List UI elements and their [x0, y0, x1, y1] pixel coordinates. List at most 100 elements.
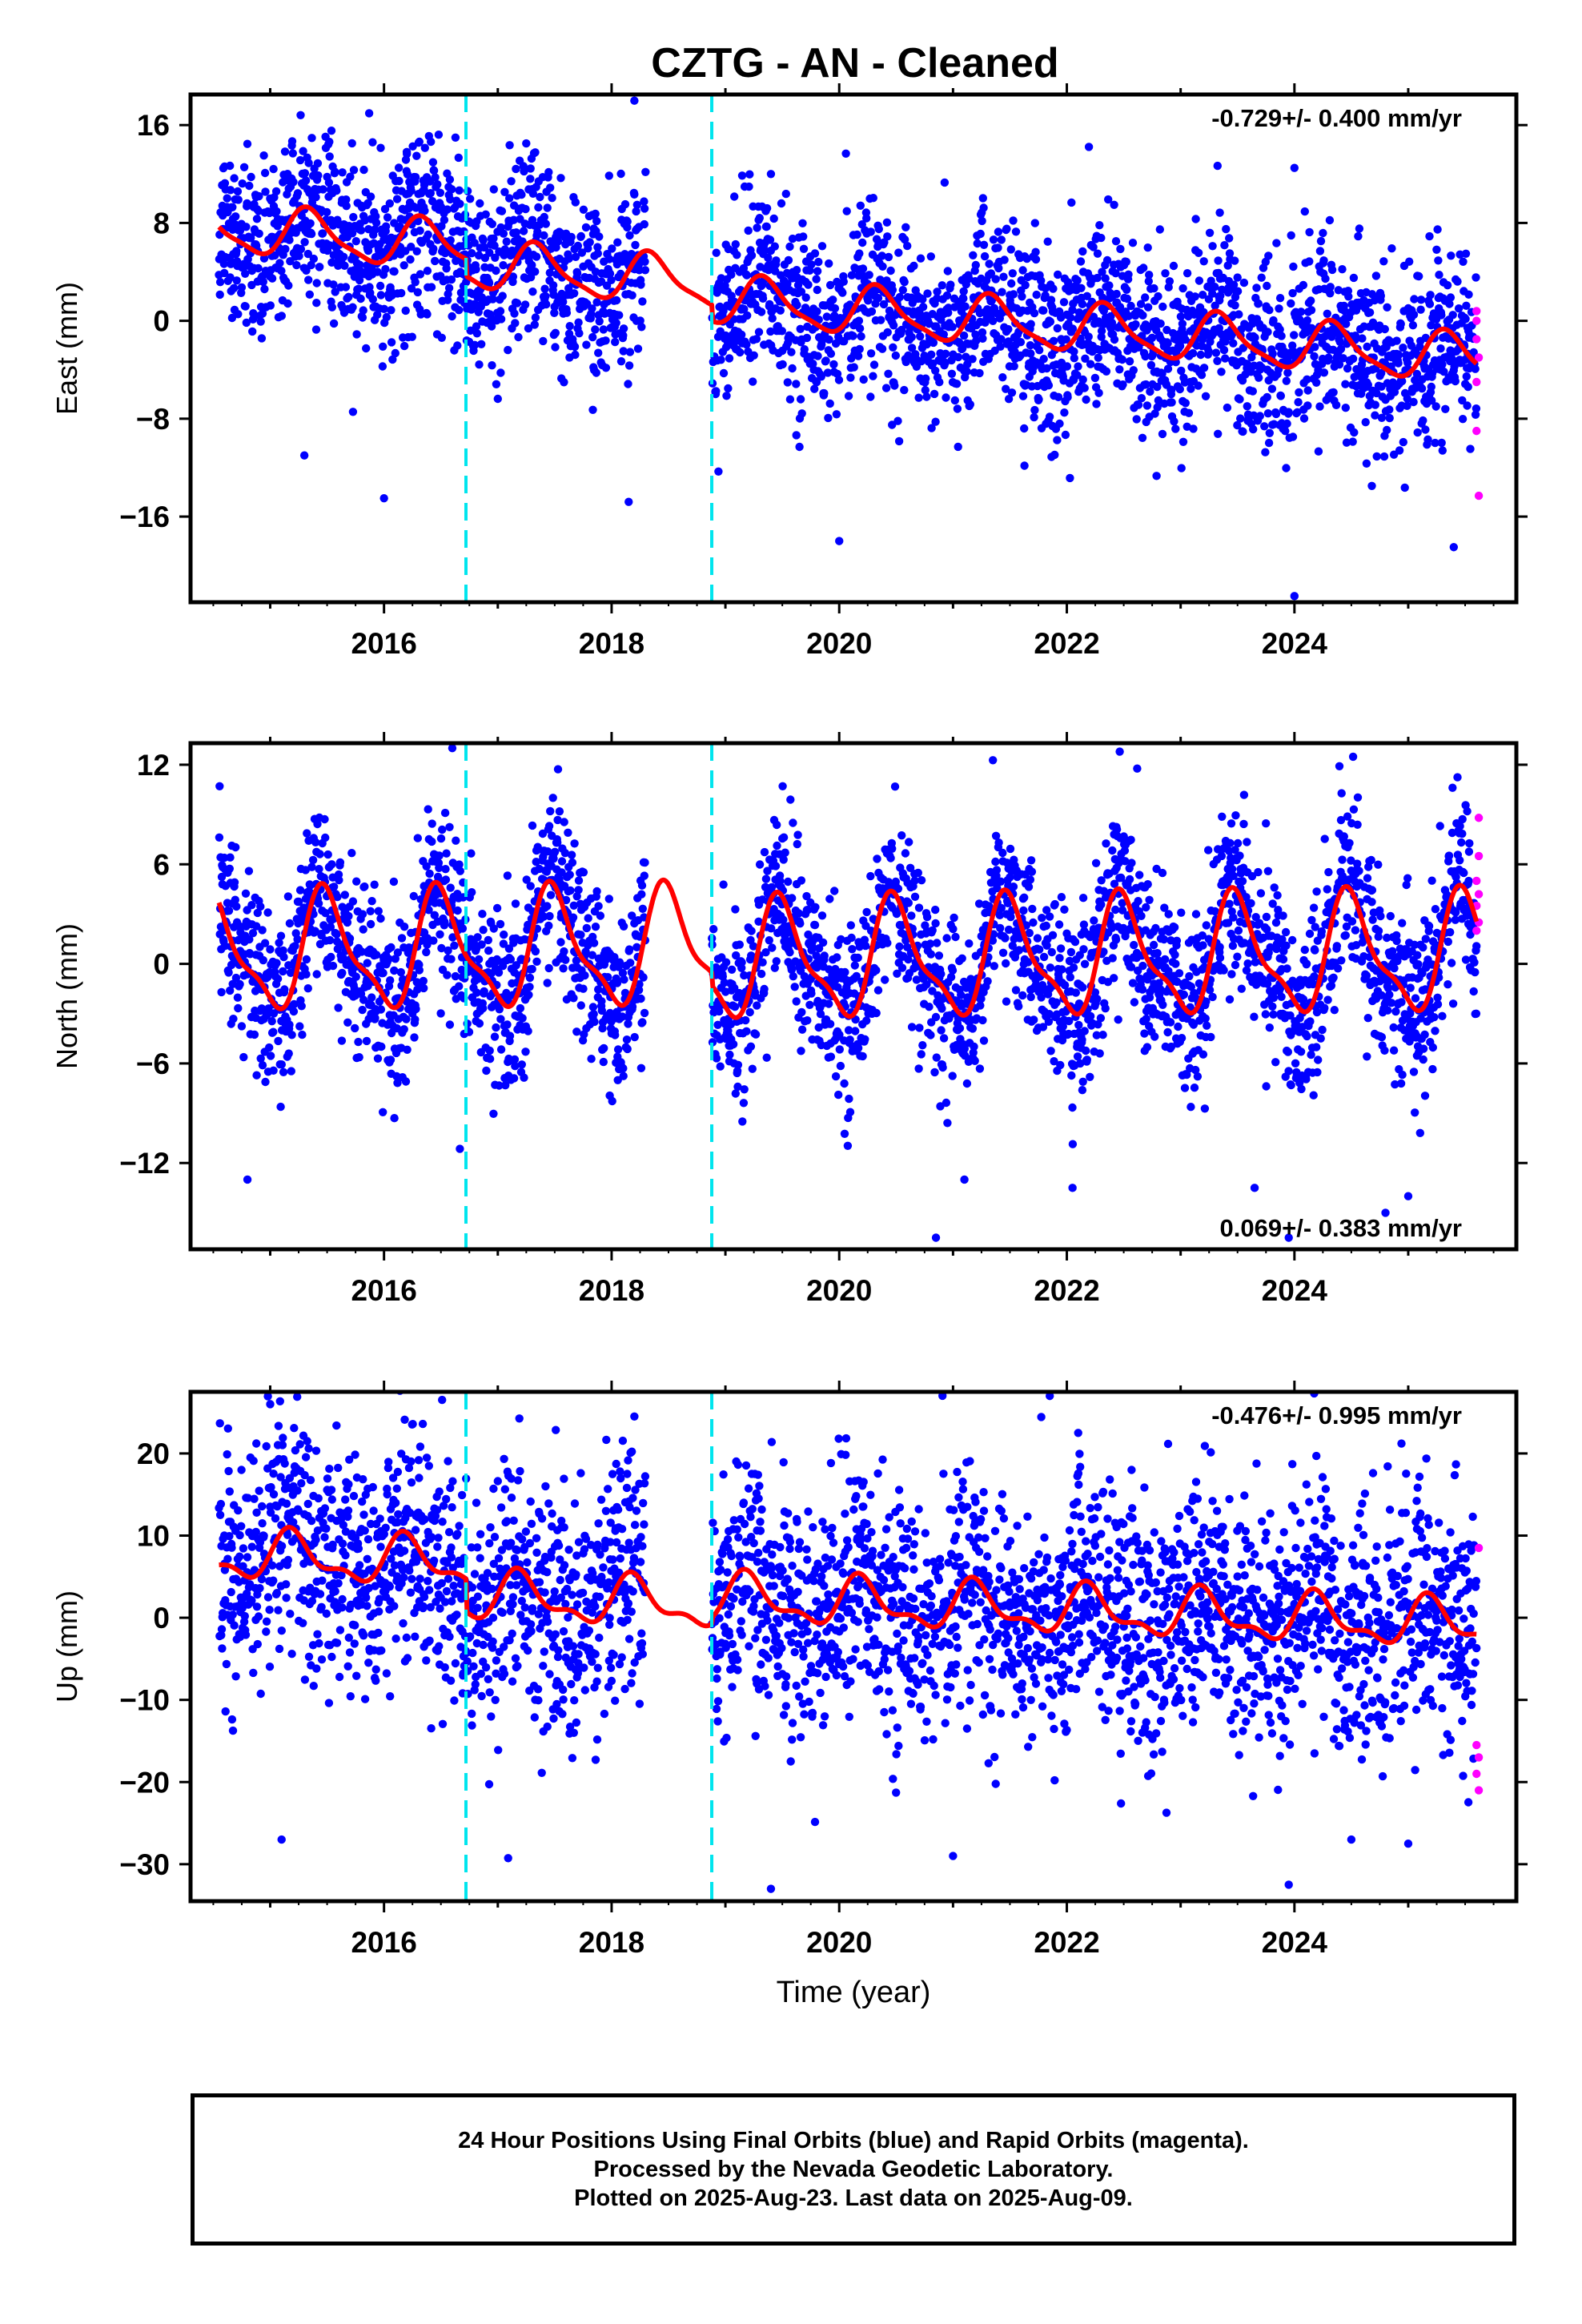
data-point	[293, 189, 303, 198]
data-point	[348, 897, 358, 906]
data-point	[564, 254, 573, 263]
data-point	[411, 1015, 420, 1024]
data-point	[468, 249, 476, 258]
data-point	[1213, 356, 1222, 365]
data-point	[640, 266, 650, 275]
data-point	[215, 290, 224, 300]
data-point	[304, 159, 313, 167]
data-point	[592, 216, 601, 226]
data-point	[522, 139, 531, 148]
data-point	[626, 959, 635, 967]
data-point	[812, 275, 821, 283]
data-point	[230, 878, 239, 887]
data-point	[327, 860, 336, 869]
data-point	[1344, 292, 1353, 301]
data-point	[255, 229, 263, 238]
data-point	[1261, 448, 1270, 456]
data-point	[613, 238, 622, 247]
data-point	[256, 317, 265, 326]
data-point	[799, 232, 808, 241]
data-point	[999, 272, 1008, 281]
data-point	[838, 288, 847, 297]
data-point	[318, 229, 327, 238]
data-point	[1112, 289, 1121, 299]
data-point	[582, 923, 591, 933]
data-point	[824, 413, 833, 423]
data-point	[745, 170, 754, 179]
data-point	[374, 907, 383, 915]
data-point	[895, 942, 904, 951]
data-point	[248, 327, 257, 336]
data-point	[325, 152, 334, 161]
data-point	[847, 933, 856, 943]
data-point	[1138, 433, 1147, 442]
data-point	[897, 831, 906, 840]
data-point	[359, 306, 367, 315]
data-point	[1026, 341, 1035, 350]
data-point	[793, 830, 802, 839]
data-point	[520, 1073, 528, 1082]
data-point	[1146, 360, 1156, 370]
data-point	[1263, 409, 1273, 418]
data-point	[961, 302, 970, 311]
data-point	[1354, 231, 1363, 241]
data-point	[1294, 398, 1303, 407]
data-point	[1115, 365, 1124, 374]
data-point	[1233, 420, 1242, 430]
data-point	[900, 277, 909, 287]
data-point	[512, 164, 520, 174]
data-point	[917, 876, 926, 885]
data-point	[456, 866, 464, 875]
data-point	[356, 294, 365, 304]
data-point	[918, 1041, 927, 1050]
data-point	[327, 258, 336, 267]
data-point	[771, 862, 781, 870]
data-point	[768, 943, 777, 952]
data-point	[1235, 310, 1243, 319]
data-point	[271, 187, 281, 196]
data-point	[261, 1077, 270, 1087]
data-point	[1423, 435, 1432, 444]
data-point	[376, 143, 385, 152]
data-point	[305, 290, 314, 299]
data-point	[758, 294, 768, 303]
data-point	[866, 392, 875, 401]
data-point	[772, 256, 781, 265]
data-point	[1419, 416, 1427, 425]
data-point	[803, 1016, 812, 1025]
data-point	[779, 833, 789, 842]
data-point	[1426, 291, 1435, 300]
data-point	[366, 919, 375, 929]
data-point	[862, 214, 871, 223]
data-point	[456, 288, 466, 297]
data-point	[742, 271, 751, 279]
data-point	[1425, 300, 1435, 308]
data-point	[986, 269, 996, 278]
data-point	[994, 263, 1003, 273]
data-point	[580, 971, 589, 980]
data-point	[963, 360, 972, 368]
data-point	[1078, 300, 1087, 308]
data-point	[822, 312, 832, 321]
data-point	[517, 1060, 526, 1069]
data-point	[238, 179, 247, 188]
data-point	[938, 1004, 946, 1013]
data-point	[371, 212, 380, 221]
data-point	[900, 235, 909, 244]
data-point	[888, 285, 897, 295]
data-point	[215, 278, 225, 287]
data-point	[1177, 464, 1186, 472]
data-point	[1299, 280, 1308, 290]
data-point	[978, 334, 987, 343]
data-point	[574, 876, 584, 885]
data-point	[1207, 276, 1215, 285]
data-point	[1110, 200, 1118, 209]
data-point	[446, 195, 455, 204]
data-point	[881, 975, 889, 984]
data-point	[1080, 384, 1089, 392]
data-point	[866, 349, 876, 358]
data-point	[428, 837, 436, 846]
data-point	[605, 255, 614, 263]
data-point	[431, 173, 440, 182]
data-point	[1020, 424, 1029, 433]
